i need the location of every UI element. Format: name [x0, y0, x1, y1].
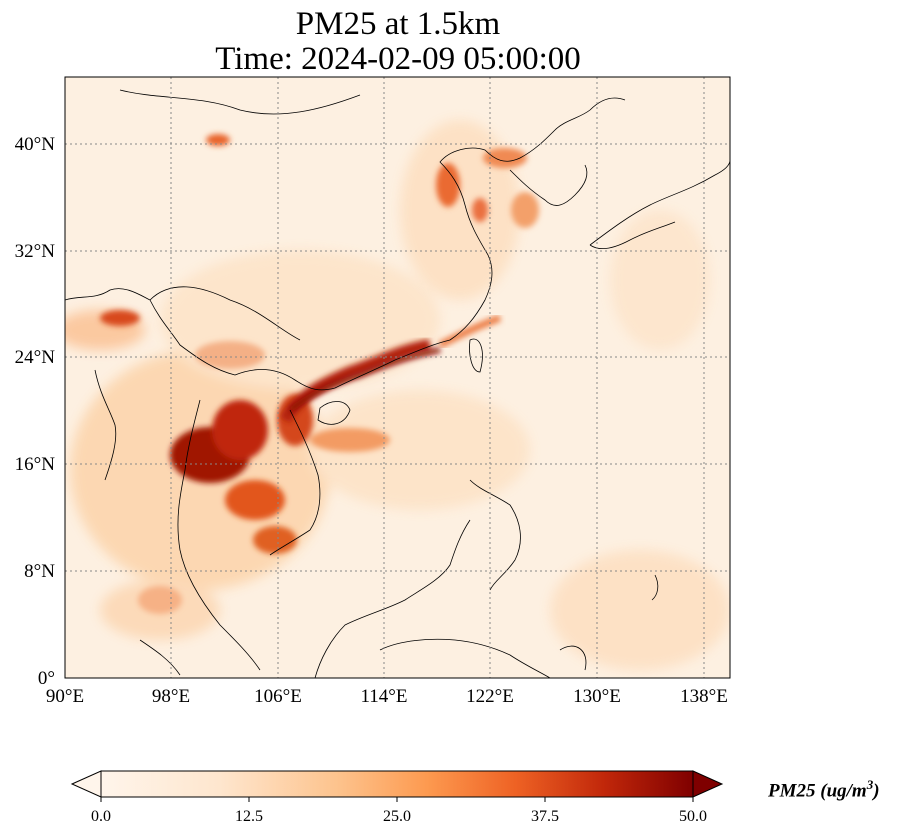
- colorbar-max-arrow: [692, 770, 724, 798]
- y-tick-label: 8°N: [24, 561, 55, 582]
- y-tick-label: 40°N: [15, 134, 56, 155]
- colorbar-tick-label: 25.0: [383, 808, 411, 825]
- x-tick-label: 122°E: [466, 686, 514, 707]
- gridlines: [65, 77, 730, 678]
- colorbar-bar: [100, 770, 694, 798]
- colorbar-tick-label: 37.5: [531, 808, 559, 825]
- x-tick-label: 90°E: [46, 686, 84, 707]
- colorbar-min-arrow: [70, 770, 102, 798]
- x-tick-labels: 90°E 98°E 106°E 114°E 122°E 130°E 138°E: [46, 686, 728, 707]
- colorbar-label-main: PM25 (ug/m: [768, 780, 867, 802]
- pm25-field: [65, 77, 730, 678]
- y-tick-label: 0°: [38, 668, 55, 689]
- y-tick-label: 16°N: [15, 454, 56, 475]
- colorbar: 0.0 12.5 25.0 37.5 50.0: [70, 770, 724, 825]
- colorbar-tick-label: 50.0: [679, 808, 707, 825]
- y-tick-label: 24°N: [15, 347, 56, 368]
- colorbar-tick-label: 0.0: [91, 808, 111, 825]
- x-tick-label: 106°E: [254, 686, 302, 707]
- coastline-layer: [65, 89, 730, 678]
- colorbar-label-close: ): [873, 780, 880, 802]
- colorbar-label: PM25 (ug/m3): [768, 777, 880, 802]
- title-line-1: PM25 at 1.5km: [295, 6, 501, 42]
- title-line-2: Time: 2024-02-09 05:00:00: [215, 41, 581, 77]
- x-tick-label: 138°E: [680, 686, 728, 707]
- y-tick-label: 32°N: [15, 241, 56, 262]
- map-frame: [64, 76, 731, 679]
- colorbar-label-sup: 3: [866, 777, 874, 792]
- x-tick-label: 98°E: [152, 686, 190, 707]
- x-tick-label: 130°E: [573, 686, 621, 707]
- x-tick-label: 114°E: [361, 686, 408, 707]
- colorbar-tick-label: 12.5: [235, 808, 263, 825]
- y-tick-labels: 0° 8°N 16°N 24°N 32°N 40°N: [15, 134, 56, 689]
